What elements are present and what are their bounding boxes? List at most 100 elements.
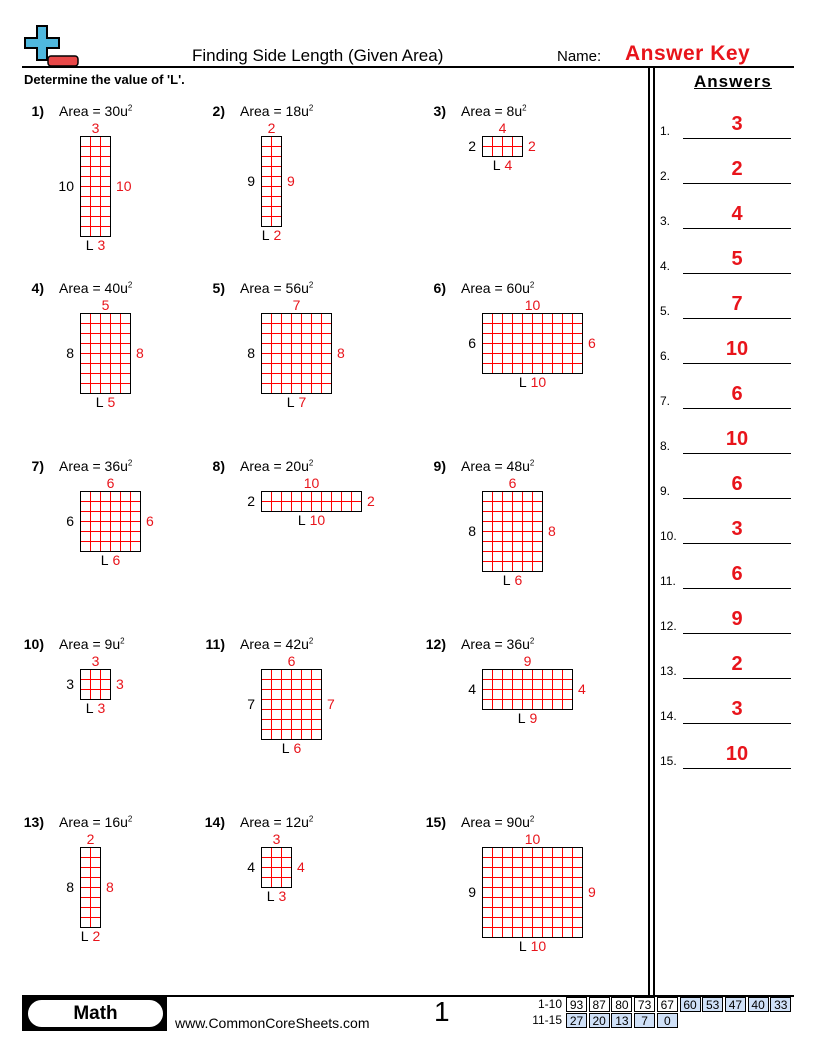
answer-number: 1. <box>660 124 671 138</box>
area-label: Area = 12u2 <box>240 814 313 830</box>
area-label: Area = 60u2 <box>461 280 534 296</box>
answer-line <box>683 633 791 634</box>
area-value: 30 <box>104 103 121 119</box>
area-unit: u <box>301 636 309 652</box>
right-side: 8 <box>136 344 144 361</box>
score-cell: 80 <box>611 997 633 1012</box>
top-side-answer: 3 <box>91 653 100 669</box>
score-cell: 7 <box>634 1013 656 1028</box>
area-unit: u <box>301 814 309 830</box>
area-grid <box>261 313 332 394</box>
answer-line <box>683 453 791 454</box>
problem-number: 14) <box>204 814 225 830</box>
area-value: 8 <box>506 103 515 119</box>
area-exponent: 2 <box>308 636 314 646</box>
answer-value: 6 <box>731 473 743 495</box>
area-value: 60 <box>506 280 523 296</box>
given-side: 8 <box>468 522 476 539</box>
area-unit: u <box>120 280 128 296</box>
answer-value: 4 <box>731 203 743 225</box>
answer-number: 7. <box>660 394 671 408</box>
area-unit: u <box>120 814 128 830</box>
area-grid <box>80 136 111 237</box>
area-exponent: 2 <box>529 458 535 468</box>
top-side-answer: 6 <box>106 475 115 491</box>
given-side: 10 <box>58 177 74 194</box>
score-cell: 53 <box>702 997 724 1012</box>
area-prefix: Area = <box>59 103 105 119</box>
bottom-side: L 10 <box>231 512 392 528</box>
top-side-answer: 10 <box>524 297 541 313</box>
answer-value: 5 <box>731 248 743 270</box>
instructions: Determine the value of 'L'. <box>24 72 185 87</box>
area-exponent: 2 <box>308 103 314 113</box>
area-unit: u <box>522 814 530 830</box>
right-side: 8 <box>337 344 345 361</box>
right-side: 9 <box>287 172 295 189</box>
area-unit: u <box>522 458 530 474</box>
score-cell: 47 <box>724 997 746 1012</box>
unknown-side-label: L <box>85 700 94 716</box>
area-value: 56 <box>285 280 302 296</box>
page-number: 1 <box>434 996 450 1027</box>
score-cell: 73 <box>634 997 656 1012</box>
right-side: 8 <box>106 878 114 895</box>
area-label: Area = 16u2 <box>59 814 132 830</box>
right-side: 2 <box>367 492 375 509</box>
area-exponent: 2 <box>308 814 314 824</box>
area-value: 40 <box>104 280 121 296</box>
problem-number: 3) <box>433 103 446 119</box>
answer-line <box>683 768 791 769</box>
top-side-answer: 7 <box>292 297 301 313</box>
given-side: 6 <box>468 334 476 351</box>
area-value: 36 <box>506 636 523 652</box>
area-label: Area = 42u2 <box>240 636 313 652</box>
area-value: 36 <box>104 458 121 474</box>
answer-value: 6 <box>731 383 743 405</box>
unknown-side-label: L <box>281 740 290 756</box>
given-side: 2 <box>247 492 255 509</box>
area-grid <box>482 313 583 374</box>
area-label: Area = 8u2 <box>461 103 527 119</box>
column-divider <box>648 68 650 995</box>
area-grid <box>80 669 111 700</box>
answer-number: 12. <box>660 619 677 633</box>
answer-line <box>683 228 791 229</box>
unknown-side-label: L <box>492 157 501 173</box>
area-value: 18 <box>285 103 302 119</box>
problem-number: 11) <box>205 636 225 652</box>
bottom-side: L 10 <box>452 938 613 954</box>
area-exponent: 2 <box>522 103 527 113</box>
answer-value: 6 <box>731 563 743 585</box>
bottom-side-answer: 2 <box>273 227 282 243</box>
bottom-side-answer: 6 <box>514 572 523 588</box>
area-label: Area = 90u2 <box>461 814 534 830</box>
unknown-side-label: L <box>517 710 526 726</box>
score-cell: 0 <box>656 1013 678 1028</box>
area-grid <box>80 491 141 552</box>
answer-value: 10 <box>725 743 749 765</box>
given-side: 7 <box>247 695 255 712</box>
top-side-answer: 2 <box>86 831 95 847</box>
given-side: 6 <box>66 512 74 529</box>
name-label: Name: <box>557 48 602 65</box>
area-exponent: 2 <box>127 103 133 113</box>
unknown-side-label: L <box>100 552 109 568</box>
area-value: 48 <box>506 458 523 474</box>
problem-number: 7) <box>31 458 44 474</box>
answer-line <box>683 408 791 409</box>
right-side: 9 <box>588 883 596 900</box>
bottom-side-answer: 10 <box>530 374 547 390</box>
top-side-answer: 6 <box>287 653 296 669</box>
answer-number: 8. <box>660 439 671 453</box>
answer-line <box>683 678 791 679</box>
bottom-side-answer: 10 <box>309 512 326 528</box>
